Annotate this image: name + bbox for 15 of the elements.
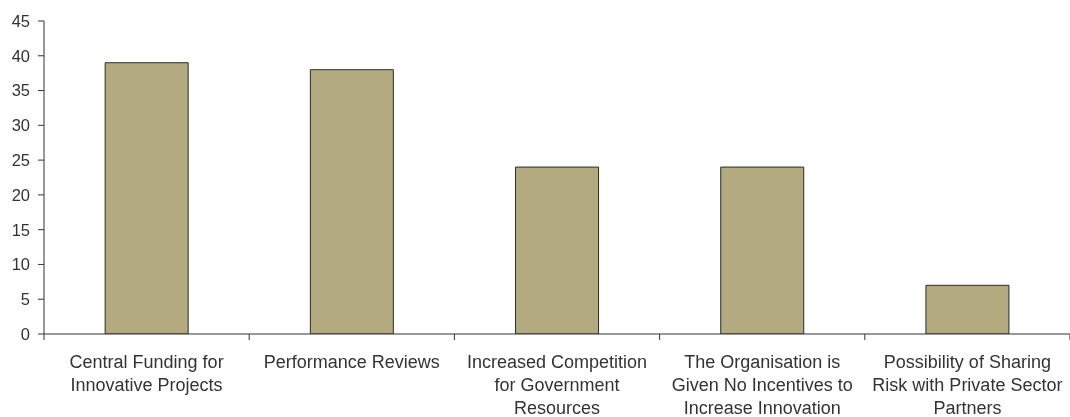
y-tick-label: 5 xyxy=(20,290,30,309)
y-tick-label: 40 xyxy=(11,46,30,65)
y-tick-label: 10 xyxy=(11,255,30,274)
y-tick-label: 20 xyxy=(11,185,30,204)
y-tick-label: 0 xyxy=(20,324,30,343)
y-tick-label: 45 xyxy=(11,11,30,30)
y-tick-label: 35 xyxy=(11,81,30,100)
x-tick-label: Increased Competition for Government Resources xyxy=(466,351,648,417)
x-tick-label: Performance Reviews xyxy=(263,351,440,372)
y-tick-label: 15 xyxy=(11,220,30,239)
y-tick-label: 30 xyxy=(11,116,30,135)
x-tick-label: Possibility of Sharing Risk with Private Sector Partners xyxy=(872,351,1063,417)
x-tick-label: The Organisation is Given No Incentives to Increase Innovation xyxy=(671,351,853,417)
x-tick-label: Central Funding for Innovative Projects xyxy=(69,351,224,395)
y-tick-label: 25 xyxy=(11,150,30,169)
